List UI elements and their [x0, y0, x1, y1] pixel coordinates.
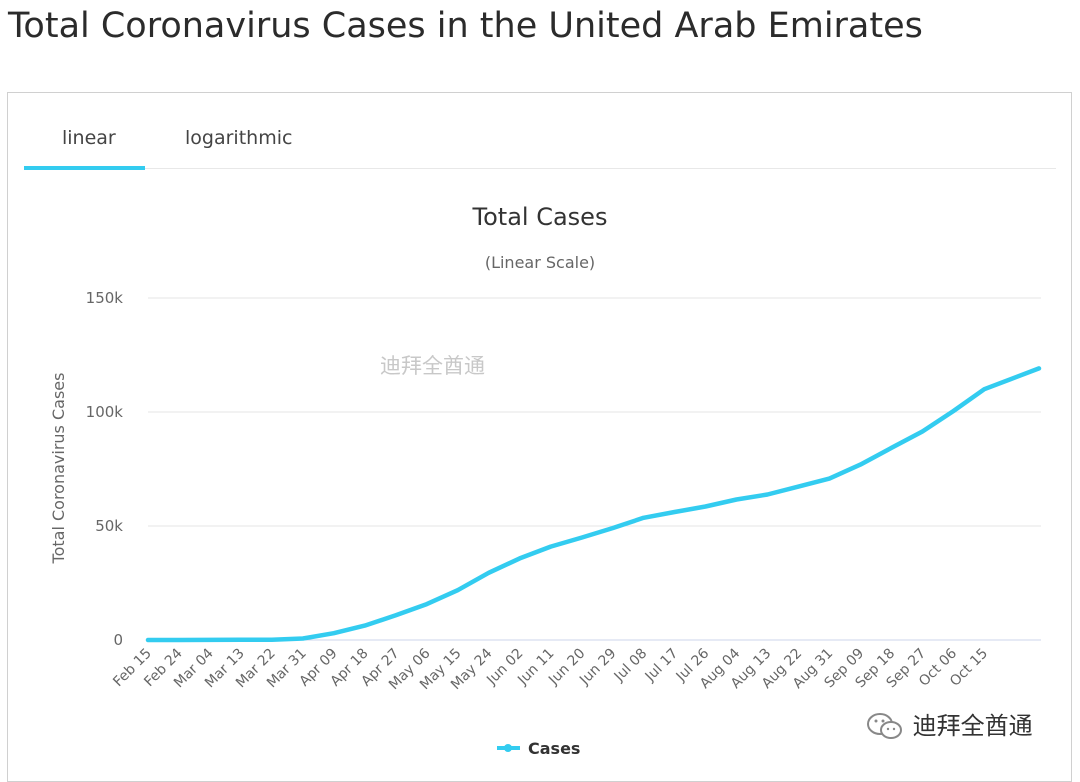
series-line-0 [148, 368, 1039, 640]
corner-brand: 迪拜全酋通 [865, 706, 1033, 743]
y-tick-label: 50k [95, 517, 123, 535]
grid-lines [148, 298, 1041, 526]
x-tick-label: Jul 08 [611, 646, 651, 686]
y-tick-label: 150k [86, 289, 124, 307]
legend-series-dot [504, 744, 512, 752]
legend-series-label[interactable]: Cases [528, 739, 580, 758]
y-axis-title: Total Coronavirus Cases [49, 373, 68, 565]
y-tick-label: 0 [113, 631, 123, 649]
chart-subtitle: (Linear Scale) [485, 253, 595, 272]
series-layer [148, 368, 1039, 640]
legend[interactable]: Cases [497, 739, 580, 758]
y-tick-label: 100k [86, 403, 124, 421]
chart-title: Total Cases [472, 203, 608, 231]
wechat-logo-icon [865, 711, 905, 743]
y-axis-ticks: 0 50k 100k 150k [86, 289, 124, 649]
x-tick-label: Jul 17 [642, 646, 682, 686]
watermark-text: 迪拜全酋通 [380, 350, 485, 380]
corner-brand-text: 迪拜全酋通 [913, 712, 1033, 740]
